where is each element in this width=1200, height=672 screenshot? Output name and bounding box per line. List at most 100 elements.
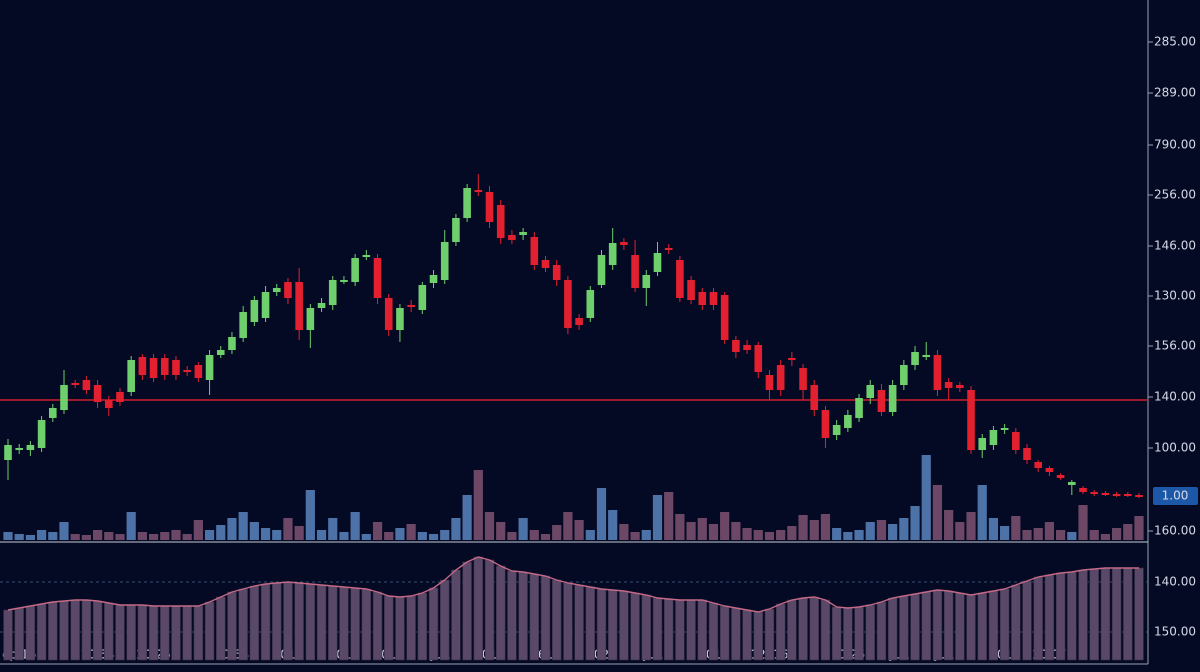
y-tick-label: 285.00 — [1154, 35, 1196, 49]
candle-body — [631, 255, 639, 288]
candle-body — [104, 400, 113, 408]
volume-bar — [932, 485, 943, 540]
candle-body — [508, 235, 516, 240]
volume-bar — [126, 512, 136, 540]
y-tick-label: 256.00 — [1154, 188, 1196, 202]
volume-bar — [1134, 516, 1144, 540]
oscillator-bar — [663, 598, 674, 661]
volume-bar — [1044, 522, 1055, 540]
candle-body — [429, 275, 438, 283]
oscillator-bar — [14, 607, 24, 661]
oscillator-bar — [641, 594, 651, 661]
oscillator-bar — [484, 559, 495, 661]
volume-bar — [339, 532, 349, 540]
oscillator-bar — [406, 595, 416, 661]
volume-bar — [328, 518, 338, 540]
volume-bar — [776, 530, 786, 540]
candle-body — [384, 298, 393, 330]
oscillator-bar — [955, 592, 965, 661]
oscillator-bar — [764, 608, 775, 661]
oscillator-bar — [1011, 584, 1021, 661]
candle-body — [821, 410, 830, 438]
oscillator-bar — [1022, 580, 1032, 661]
candle-body — [519, 232, 527, 235]
oscillator-bar — [876, 601, 887, 661]
volume-bar — [272, 530, 282, 540]
oscillator-bar — [1089, 568, 1099, 661]
candle-body — [732, 340, 740, 352]
candle-body — [250, 300, 259, 322]
candle-body — [1090, 492, 1099, 494]
oscillator-bar — [1067, 571, 1077, 661]
y-tick-label: 146.00 — [1154, 239, 1196, 253]
oscillator-bar — [731, 607, 741, 661]
candle-body — [362, 255, 371, 257]
volume-bar — [753, 530, 763, 540]
candle-body — [586, 290, 595, 318]
oscillator-bar — [910, 593, 920, 661]
volume-bar — [1011, 516, 1021, 540]
volume-bar — [193, 520, 203, 540]
candle-body — [743, 345, 751, 350]
oscillator-bar — [887, 597, 898, 661]
candle-body — [709, 292, 718, 305]
volume-bar — [552, 525, 562, 540]
volume-bar — [529, 530, 539, 540]
oscillator-bar — [1123, 567, 1133, 661]
oscillator-bar — [563, 582, 573, 661]
candle-body — [194, 365, 203, 378]
candle-body — [1135, 495, 1143, 497]
oscillator-bar — [451, 569, 461, 661]
oscillator-bar — [585, 586, 595, 661]
volume-bar — [496, 522, 506, 540]
oscillator-bar — [529, 573, 540, 661]
candle-body — [620, 242, 628, 245]
volume-bar — [652, 495, 663, 540]
candle-body — [1079, 488, 1087, 492]
volume-bar — [227, 518, 237, 540]
candle-body — [93, 385, 102, 402]
candle-body — [844, 415, 852, 428]
oscillator-bar — [977, 592, 987, 661]
volume-bar — [540, 534, 551, 540]
candle-body — [239, 312, 247, 338]
oscillator-bar — [652, 597, 663, 661]
oscillator-bar — [630, 592, 640, 661]
y-tick-label: 100.00 — [1154, 441, 1196, 455]
candle-body — [810, 385, 819, 410]
volume-bar — [910, 506, 920, 540]
volume-bar — [921, 455, 931, 540]
volume-bar — [14, 534, 24, 540]
oscillator-bar — [1033, 576, 1043, 661]
candle-body — [82, 380, 91, 390]
oscillator-bar — [350, 587, 360, 661]
oscillator-bar — [999, 588, 1010, 661]
candle-body — [664, 248, 673, 250]
candle-body — [373, 258, 382, 298]
candle-body — [552, 265, 561, 280]
oscillator-bar — [115, 604, 125, 661]
candle-body — [261, 292, 270, 318]
volume-bar — [104, 532, 114, 540]
volume-bar — [731, 522, 741, 540]
volume-bar — [171, 530, 181, 540]
candle-body — [564, 280, 572, 328]
y-tick-label: 160.00 — [1154, 524, 1196, 538]
volume-bar — [440, 530, 450, 540]
oscillator-bar — [462, 561, 472, 661]
volume-bar — [798, 515, 808, 540]
oscillator-bar — [104, 602, 114, 661]
volume-bar — [686, 522, 696, 540]
oscillator-bar — [865, 604, 875, 661]
candle-body — [205, 355, 214, 380]
oscillator-bar — [294, 582, 304, 661]
volume-bar — [1067, 532, 1077, 540]
volume-bar — [955, 522, 965, 540]
candle-body — [1000, 428, 1009, 430]
oscillator-bar — [966, 594, 976, 661]
oscillator-bar — [843, 607, 853, 661]
volume-bar — [787, 526, 797, 540]
volume-bar — [238, 512, 248, 540]
candle-body — [474, 190, 483, 192]
volume-bar — [395, 528, 405, 540]
